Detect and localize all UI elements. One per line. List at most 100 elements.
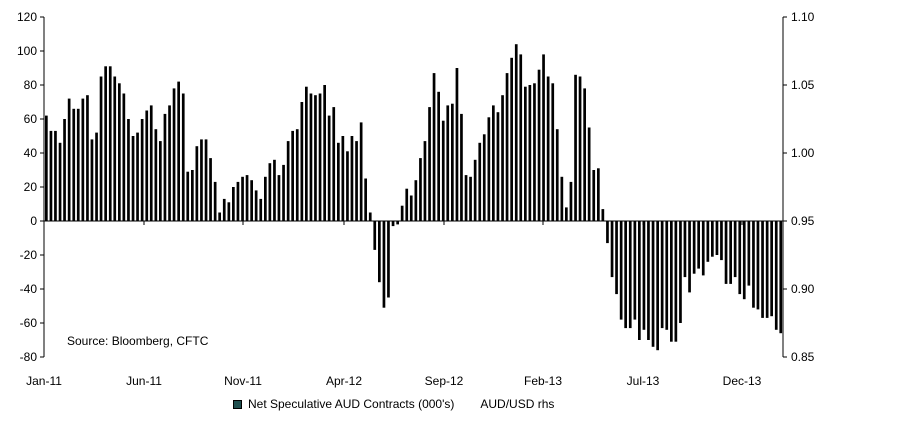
bar xyxy=(63,119,66,221)
bar xyxy=(355,141,358,221)
y-tick-label: 20 xyxy=(24,180,38,194)
bar xyxy=(774,221,778,330)
bar xyxy=(761,221,764,318)
bar xyxy=(300,102,304,221)
bar xyxy=(113,76,117,221)
bar xyxy=(487,117,491,221)
bar xyxy=(537,69,541,221)
bar xyxy=(706,221,710,262)
bar xyxy=(118,83,121,221)
bar xyxy=(218,212,221,221)
source-note: Source: Bloomberg, CFTC xyxy=(67,334,209,348)
bar xyxy=(469,176,472,221)
bar xyxy=(200,139,203,221)
bar xyxy=(177,81,180,221)
bar xyxy=(546,76,550,221)
bar xyxy=(195,146,199,221)
x-tick-label: Nov-11 xyxy=(224,374,262,388)
bar xyxy=(332,107,336,221)
bar xyxy=(409,195,413,221)
bar xyxy=(314,95,317,221)
bar xyxy=(104,66,107,221)
bar xyxy=(720,221,723,261)
bar xyxy=(656,221,659,351)
bar xyxy=(679,221,682,323)
bar xyxy=(560,176,564,221)
bar xyxy=(441,120,445,221)
bar xyxy=(149,105,153,221)
bar xyxy=(423,141,427,221)
bar xyxy=(587,127,591,221)
bar xyxy=(770,221,773,317)
bar xyxy=(428,107,431,221)
y2-tick-label: 0.95 xyxy=(791,214,815,228)
y-tick-label: 0 xyxy=(30,214,37,228)
bar xyxy=(209,158,212,221)
bar xyxy=(309,93,313,221)
y-tick-label: 80 xyxy=(24,78,38,92)
y2-tick-label: 0.85 xyxy=(791,350,815,364)
bar xyxy=(168,105,171,221)
bar xyxy=(724,221,728,284)
bar xyxy=(674,221,678,342)
bar xyxy=(181,93,185,221)
bar xyxy=(701,221,705,276)
y-tick-label: -60 xyxy=(20,316,38,330)
bar xyxy=(286,141,290,221)
bar xyxy=(67,98,71,221)
bar xyxy=(765,221,769,318)
legend-label-contracts: Net Speculative AUD Contracts (000's) xyxy=(248,397,455,411)
bar xyxy=(222,198,226,221)
bar xyxy=(350,136,354,221)
bar xyxy=(337,142,340,221)
bar xyxy=(277,175,281,221)
bar xyxy=(359,122,363,221)
bar xyxy=(578,76,582,221)
bar xyxy=(259,198,263,221)
bar xyxy=(473,159,477,221)
bar xyxy=(86,95,89,221)
bar xyxy=(90,139,94,221)
bar xyxy=(191,170,194,221)
bar xyxy=(460,113,463,221)
bar xyxy=(382,221,386,308)
bar xyxy=(756,221,760,310)
bar xyxy=(378,221,381,283)
bar xyxy=(574,74,577,221)
bar xyxy=(236,181,240,221)
bar xyxy=(551,83,555,221)
bar xyxy=(140,119,144,221)
bar xyxy=(305,86,308,221)
bar xyxy=(136,132,139,221)
bar xyxy=(524,86,527,221)
bar xyxy=(651,221,655,347)
bar xyxy=(186,171,190,221)
x-tick-label: Jul-13 xyxy=(627,374,660,388)
bar xyxy=(624,221,627,329)
bar xyxy=(419,158,422,221)
bar xyxy=(692,221,696,274)
bar xyxy=(241,176,244,221)
bar xyxy=(227,202,231,221)
bar xyxy=(615,221,618,295)
x-tick-label: Apr-12 xyxy=(326,374,362,388)
bar xyxy=(647,221,650,340)
bar xyxy=(638,221,641,340)
bar xyxy=(665,221,669,330)
x-tick-label: Dec-13 xyxy=(723,374,762,388)
bar xyxy=(660,221,664,329)
bar xyxy=(414,180,418,221)
bar xyxy=(601,209,605,221)
bar xyxy=(95,132,98,221)
y-tick-label: -40 xyxy=(20,282,38,296)
bar xyxy=(250,180,253,221)
bar xyxy=(496,112,500,221)
bar xyxy=(528,85,532,221)
bar xyxy=(688,221,691,293)
y-tick-label: 60 xyxy=(24,112,38,126)
bar xyxy=(373,221,377,250)
bar xyxy=(387,221,390,298)
bar xyxy=(245,175,249,221)
bar xyxy=(519,54,523,222)
